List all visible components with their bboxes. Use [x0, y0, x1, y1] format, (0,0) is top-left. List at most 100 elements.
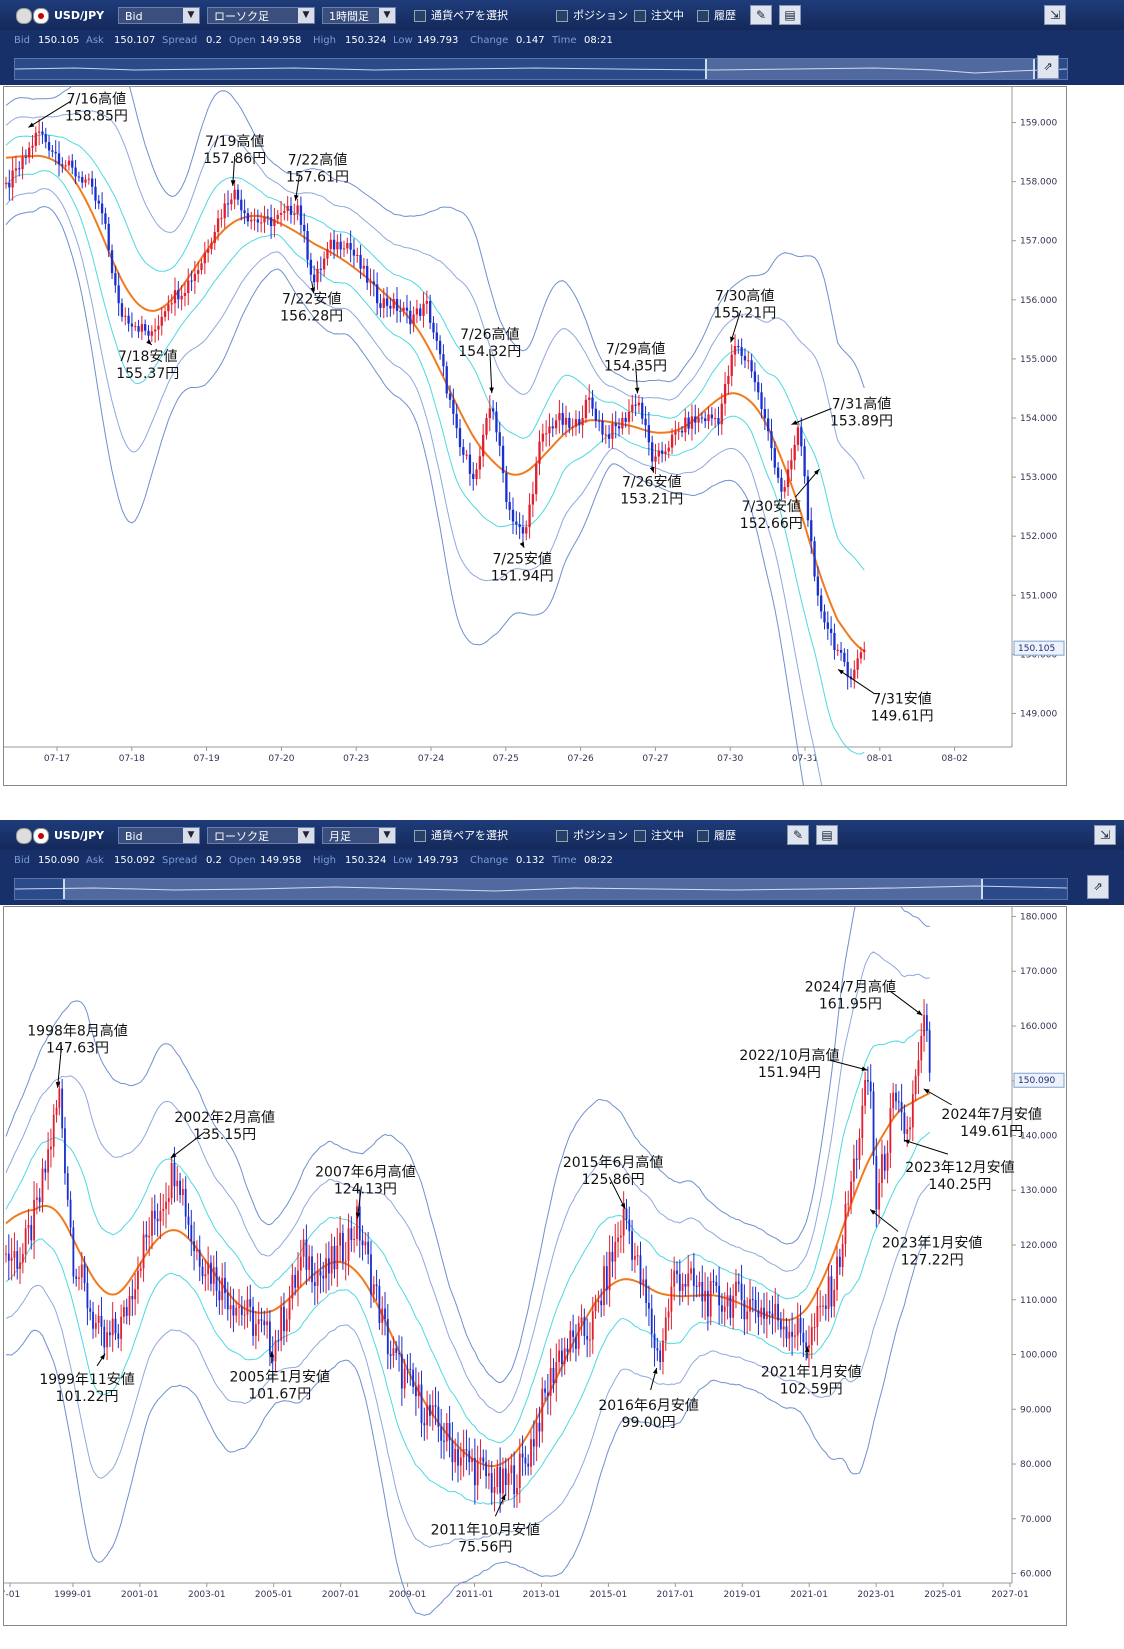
- history-toggle[interactable]: 履歴: [697, 7, 736, 24]
- candle-body: [187, 280, 190, 294]
- pair-select-toggle[interactable]: 通貨ペアを選択: [414, 7, 508, 24]
- candle-body: [690, 1268, 692, 1274]
- annotation-arrowhead: [649, 466, 655, 473]
- monthly-candlestick-chart[interactable]: 60.000 70.000 80.000 90.000 100.000 110.000 12…: [4, 907, 1066, 1625]
- candle-body: [827, 1276, 830, 1309]
- pair-select-toggle[interactable]: 通貨ペアを選択: [414, 827, 508, 844]
- candle-body: [94, 186, 97, 201]
- candle-body: [670, 434, 674, 448]
- candle-body: [100, 1315, 103, 1327]
- candle-body: [692, 1268, 695, 1286]
- navigator-window[interactable]: [63, 879, 983, 899]
- navigator-window[interactable]: [705, 59, 1035, 79]
- y-tick-label: 152.000: [1020, 532, 1057, 542]
- candle-body: [836, 1256, 838, 1290]
- candle-body: [64, 1128, 66, 1174]
- candle-body: [448, 393, 452, 400]
- pair-label[interactable]: USD/JPY: [54, 9, 105, 22]
- candle-body: [816, 1306, 819, 1328]
- candle-body: [378, 1286, 381, 1323]
- pair-label[interactable]: USD/JPY: [54, 829, 105, 842]
- annotation-label: 157.61円: [286, 170, 349, 186]
- candle-body: [21, 156, 24, 170]
- settings-icon[interactable]: ▤: [816, 825, 838, 845]
- settings-icon[interactable]: ▤: [779, 5, 801, 25]
- candle-body: [252, 1306, 254, 1336]
- chart-area[interactable]: 149.000150.000151.000152.000153.000154.0…: [3, 86, 1067, 786]
- history-toggle[interactable]: 履歴: [697, 827, 736, 844]
- chart-area[interactable]: 60.000 70.000 80.000 90.000 100.000 110.000 12…: [3, 906, 1067, 1626]
- candle-body: [535, 1422, 538, 1447]
- bollinger-lower-3sd: [5, 1234, 931, 1616]
- candle-body: [586, 1336, 589, 1340]
- spread-label: Spread: [162, 855, 198, 866]
- candle-body: [721, 1305, 723, 1312]
- y-tick-label: 110.000: [1020, 1296, 1057, 1306]
- chart-type-select[interactable]: ローソク足 ▼: [207, 827, 315, 844]
- annotation-label: 152.66円: [740, 516, 803, 532]
- candle-body: [723, 384, 727, 404]
- candle-body: [552, 1367, 555, 1384]
- annotation-arrow: [829, 1059, 868, 1071]
- candle-body: [701, 1281, 704, 1302]
- orders-toggle[interactable]: 注文中: [634, 827, 684, 844]
- draw-tool-icon[interactable]: ✎: [750, 5, 772, 25]
- x-tick-label: 2011-01: [456, 1590, 494, 1600]
- expand-icon[interactable]: ⇗: [1087, 875, 1109, 899]
- expand-icon[interactable]: ⇗: [1037, 55, 1059, 79]
- annotation-label: 154.32円: [458, 344, 521, 360]
- draw-tool-icon[interactable]: ✎: [787, 825, 809, 845]
- annotation-label: 7/22高値: [288, 152, 347, 169]
- candle-body: [717, 418, 720, 425]
- annotation-arrowhead: [230, 180, 236, 186]
- candle-body: [322, 1275, 325, 1279]
- position-toggle[interactable]: ポジション: [556, 827, 628, 844]
- candle-body: [881, 1154, 883, 1183]
- bid-value: 150.090: [38, 855, 80, 866]
- candle-body: [826, 622, 829, 629]
- candle-body: [704, 1290, 706, 1302]
- price-type-select[interactable]: Bid ▼: [118, 827, 200, 844]
- candle-body: [667, 447, 670, 452]
- candle-body: [400, 1353, 403, 1389]
- candle-body: [250, 219, 253, 222]
- candle-body: [150, 331, 153, 336]
- timeframe-select[interactable]: 月足 ▼: [322, 827, 396, 844]
- price-type-select[interactable]: Bid ▼: [118, 7, 200, 24]
- candle-body: [700, 417, 704, 419]
- candle-body: [117, 1333, 120, 1339]
- candle-body: [66, 1173, 69, 1200]
- candle-body: [829, 628, 833, 634]
- candle-body: [83, 1264, 86, 1284]
- candle-body: [362, 265, 366, 269]
- candle-body: [735, 1281, 737, 1296]
- ask-label: Ask: [86, 855, 104, 866]
- annotation-label: 149.61円: [960, 1124, 1023, 1140]
- candle-body: [690, 416, 694, 429]
- candle-body: [757, 1310, 760, 1318]
- candle-body: [233, 189, 236, 200]
- detach-icon[interactable]: ⇲: [1094, 825, 1116, 845]
- hourly-candlestick-chart[interactable]: 149.000150.000151.000152.000153.000154.0…: [4, 87, 1066, 785]
- candle-body: [123, 1307, 125, 1317]
- candle-body: [799, 1317, 802, 1333]
- candle-body: [432, 322, 435, 333]
- candle-body: [276, 214, 279, 220]
- annotation-label: 7/16高値: [67, 90, 126, 107]
- timeframe-select[interactable]: 1時間足 ▼: [322, 7, 396, 24]
- candle-body: [38, 1197, 41, 1203]
- detach-icon[interactable]: ⇲: [1044, 5, 1066, 25]
- candle-body: [516, 1488, 518, 1495]
- low-value: 149.793: [417, 855, 459, 866]
- candle-body: [749, 1299, 751, 1312]
- candle-body: [213, 232, 216, 243]
- candle-body: [544, 433, 548, 435]
- chart-type-select[interactable]: ローソク足 ▼: [207, 7, 315, 24]
- navigator-track[interactable]: [14, 878, 1068, 900]
- navigator-track[interactable]: [14, 58, 1068, 80]
- annotation-arrowhead: [923, 1088, 930, 1094]
- annotation-label: 2007年6月高値: [315, 1163, 416, 1180]
- candle-body: [737, 1281, 740, 1284]
- position-toggle[interactable]: ポジション: [556, 7, 628, 24]
- orders-toggle[interactable]: 注文中: [634, 7, 684, 24]
